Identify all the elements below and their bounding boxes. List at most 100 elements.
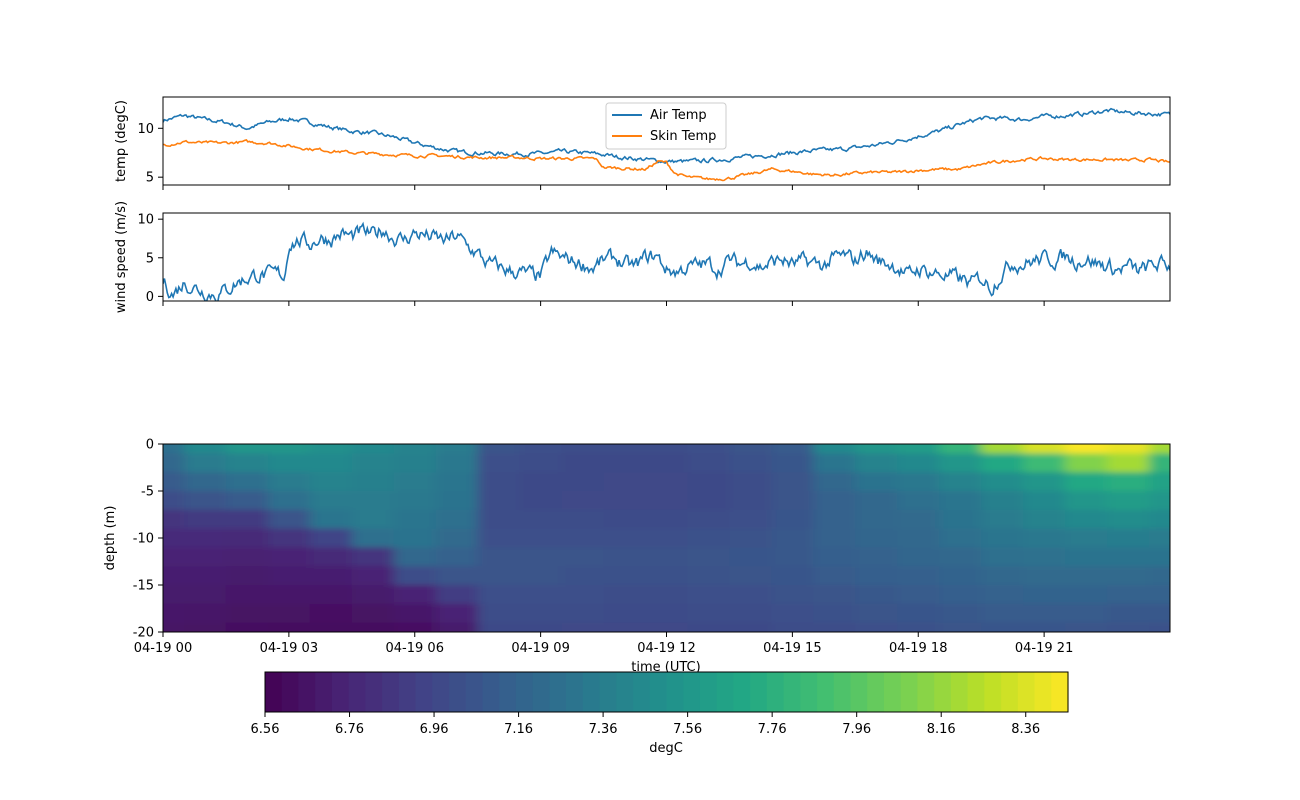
heatmap-cell <box>393 453 437 474</box>
heatmap-cell <box>645 566 689 586</box>
heatmap-cell <box>771 444 815 455</box>
heatmap-cell <box>687 585 731 605</box>
heatmap-cell <box>393 444 437 455</box>
heatmap-cell <box>225 622 269 632</box>
heatmap-cell <box>729 622 773 632</box>
colorbar-tick-label: 7.76 <box>758 722 787 737</box>
time-x-tick-label: 04-19 03 <box>260 641 318 656</box>
heatmap-cell <box>981 585 1025 605</box>
heatmap-cell <box>1107 444 1151 455</box>
heatmap-cell <box>1149 622 1170 632</box>
heatmap-cell <box>897 603 941 624</box>
colorbar-swatch <box>532 672 550 712</box>
heatmap-cell <box>813 453 857 474</box>
heatmap-cell <box>561 453 605 474</box>
time-x-tick-label: 04-19 06 <box>386 641 444 656</box>
heatmap-cell <box>1107 528 1151 549</box>
heatmap-cell <box>163 622 185 632</box>
heatmap-cell <box>309 509 353 530</box>
colorbar-swatch <box>817 672 835 712</box>
colorbar-swatch <box>298 672 316 712</box>
heatmap-cell <box>771 528 815 549</box>
colorbar-swatch <box>900 672 919 712</box>
colorbar-swatch <box>465 672 484 712</box>
heatmap-cell <box>561 528 605 549</box>
heatmap-cell <box>645 453 689 474</box>
heatmap-cell <box>1065 566 1109 586</box>
heatmap-cell <box>813 509 857 530</box>
heatmap-cell <box>855 528 899 549</box>
heatmap-cell <box>351 472 395 492</box>
colorbar-swatch <box>833 672 852 712</box>
heatmap-cell <box>603 566 647 586</box>
heatmap-cell <box>897 453 941 474</box>
heatmap-cell <box>645 547 689 568</box>
time-x-axis-label: time (UTC) <box>631 660 700 675</box>
heatmap-cell <box>1107 566 1151 586</box>
time-x-tick-label: 04-19 18 <box>889 641 947 656</box>
colorbar-swatch <box>265 672 283 712</box>
heatmap-cell <box>897 472 941 492</box>
colorbar-tick-label: 8.16 <box>927 722 956 737</box>
colorbar-tick-label: 6.56 <box>251 722 280 737</box>
depth-y-tick-label: -20 <box>133 626 154 641</box>
heatmap-cell <box>477 547 521 568</box>
heatmap-cell <box>897 547 941 568</box>
heatmap-cell <box>855 453 899 474</box>
heatmap-cell <box>184 622 227 632</box>
heatmap-cell <box>351 603 395 624</box>
heatmap-cell <box>1107 472 1151 492</box>
colorbar-swatch <box>415 672 433 712</box>
heatmap-cell <box>897 444 941 455</box>
heatmap-cell <box>981 603 1025 624</box>
heatmap-cell <box>1149 453 1170 474</box>
heatmap-cell <box>561 547 605 568</box>
heatmap-cell <box>519 566 563 586</box>
heatmap-cell <box>603 585 647 605</box>
heatmap-cell <box>939 528 983 549</box>
heatmap-cell <box>309 472 353 492</box>
heatmap-cell <box>477 453 521 474</box>
heatmap-cell <box>645 603 689 624</box>
heatmap-cell <box>813 491 857 511</box>
temp-series-group <box>163 107 1170 182</box>
heatmap-cell <box>855 444 899 455</box>
colorbar-swatch <box>315 672 333 712</box>
heatmap-cell <box>771 585 815 605</box>
heatmap-cell <box>939 622 983 632</box>
colorbar-swatch <box>1051 672 1069 712</box>
heatmap-cell <box>1065 603 1109 624</box>
colorbar-swatch <box>649 672 668 712</box>
heatmap-cell <box>225 585 269 605</box>
heatmap-cell <box>939 472 983 492</box>
heatmap-cell <box>477 622 521 632</box>
heatmap-cell <box>1107 622 1151 632</box>
heatmap-cell <box>603 453 647 474</box>
heatmap-cell <box>897 491 941 511</box>
heatmap-cell <box>603 528 647 549</box>
heatmap-cell <box>519 491 563 511</box>
heatmap-cell <box>687 453 731 474</box>
colorbar-tick-label: 6.76 <box>335 722 364 737</box>
heatmap-cell <box>435 585 479 605</box>
heatmap-cell <box>519 444 563 455</box>
heatmap-cell <box>645 444 689 455</box>
heatmap-cell <box>1023 585 1067 605</box>
heatmap-cell <box>519 509 563 530</box>
colorbar-swatch <box>867 672 885 712</box>
heatmap-cell <box>1065 491 1109 511</box>
colorbar-swatch <box>331 672 350 712</box>
colorbar-swatch <box>616 672 634 712</box>
temp-legend: Air Temp Skin Temp <box>605 102 727 150</box>
colorbar-swatch <box>633 672 651 712</box>
colorbar-frame <box>264 671 1069 713</box>
heatmap-cell <box>225 547 269 568</box>
heatmap-cell <box>477 566 521 586</box>
heatmap-cell <box>393 622 437 632</box>
colorbar-swatch <box>582 672 601 712</box>
wind-y-tick-label: 0 <box>146 290 154 305</box>
heatmap-cell <box>939 585 983 605</box>
heatmap-cell <box>225 472 269 492</box>
heatmap-cell <box>939 444 983 455</box>
heatmap-cell <box>1065 528 1109 549</box>
